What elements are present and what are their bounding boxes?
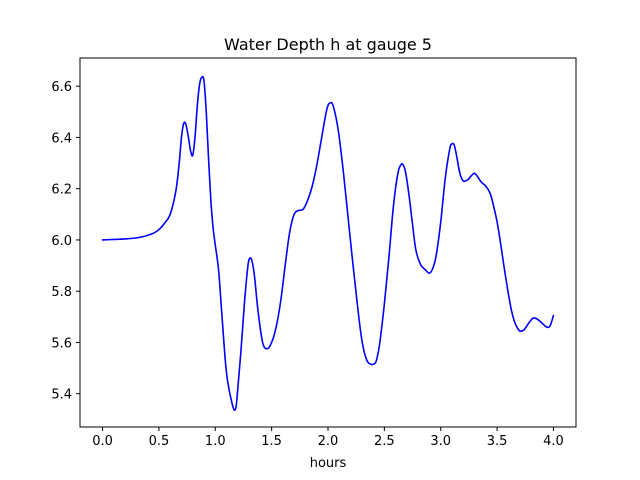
plot-frame [79,57,577,428]
x-tick-label: 3.0 [430,434,451,449]
chart-title: Water Depth h at gauge 5 [224,35,432,54]
y-tick-label: 6.4 [51,131,72,146]
x-tick-label: 0.5 [149,434,170,449]
x-tick-label: 2.5 [374,434,395,449]
x-tick-label: 0.0 [92,434,113,449]
x-tick-label: 3.5 [487,434,508,449]
x-tick-label: 1.0 [205,434,226,449]
series-line [101,75,555,411]
y-tick-label: 6.6 [51,80,72,95]
y-tick-label: 6.0 [51,234,72,249]
x-axis-title: hours [310,456,347,471]
y-tick-label: 5.8 [51,285,72,300]
y-tick-label: 5.4 [51,388,72,403]
plot-background [80,58,576,427]
x-axis-ticks: 0.0 0.5 1.0 1.5 2.0 2.5 3.0 3.5 4.0 [92,427,564,449]
x-tick-label: 4.0 [543,434,564,449]
y-tick-label: 5.6 [51,336,72,351]
y-tick-label: 6.2 [51,183,72,198]
y-axis-ticks: 5.4 5.6 5.8 6.0 6.2 6.4 6.6 [51,80,80,403]
series-layer [101,75,555,411]
x-tick-label: 2.0 [318,434,339,449]
x-tick-label: 1.5 [261,434,282,449]
